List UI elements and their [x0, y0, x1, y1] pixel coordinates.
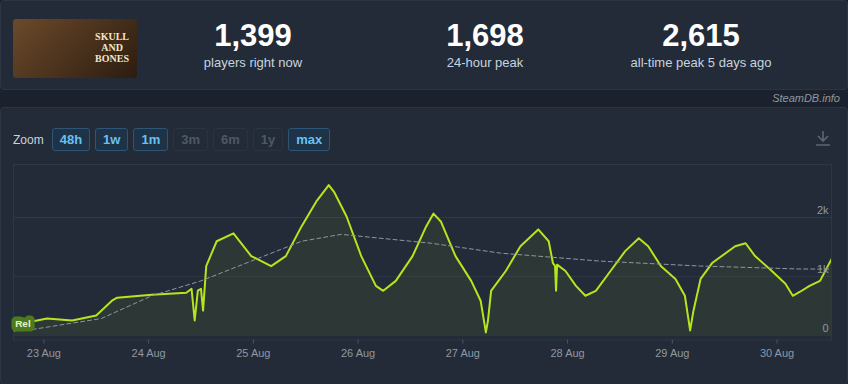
svg-text:30 Aug: 30 Aug [760, 347, 794, 359]
svg-text:1k: 1k [817, 263, 829, 275]
svg-text:26 Aug: 26 Aug [341, 347, 375, 359]
html-text:AND: AND [101, 42, 123, 53]
html-text:1w: 1w [103, 132, 121, 147]
html-text:1,399: 1,399 [214, 18, 292, 53]
html-text:24-hour peak: 24-hour peak [446, 55, 524, 70]
html-text:Zoom: Zoom [13, 132, 44, 147]
svg-text:Rel: Rel [15, 318, 31, 329]
svg-text:0: 0 [822, 322, 828, 334]
svg-text:27 Aug: 27 Aug [446, 347, 480, 359]
svg-text:28 Aug: 28 Aug [550, 347, 584, 359]
html-text:6m: 6m [221, 132, 240, 147]
svg-text:24 Aug: 24 Aug [132, 347, 166, 359]
html-text:1m: 1m [141, 132, 161, 147]
html-text:3m: 3m [181, 132, 200, 147]
html-text:SKULL: SKULL [95, 31, 129, 42]
html-text:1,698: 1,698 [446, 18, 524, 53]
svg-text:2k: 2k [817, 204, 829, 216]
svg-text:25 Aug: 25 Aug [236, 347, 270, 359]
html-text:1y: 1y [260, 132, 276, 147]
html-text:2,615: 2,615 [662, 18, 740, 53]
svg-text:23 Aug: 23 Aug [27, 347, 61, 359]
html-text:players right now: players right now [203, 55, 303, 70]
html-text:48h: 48h [59, 132, 83, 147]
html-text:BONES: BONES [95, 53, 129, 64]
html-text:SteamDB.info: SteamDB.info [772, 92, 840, 104]
html-text:max: max [296, 132, 323, 147]
html-text:all-time peak 5 days ago: all-time peak 5 days ago [630, 55, 772, 70]
svg-text:29 Aug: 29 Aug [655, 347, 689, 359]
